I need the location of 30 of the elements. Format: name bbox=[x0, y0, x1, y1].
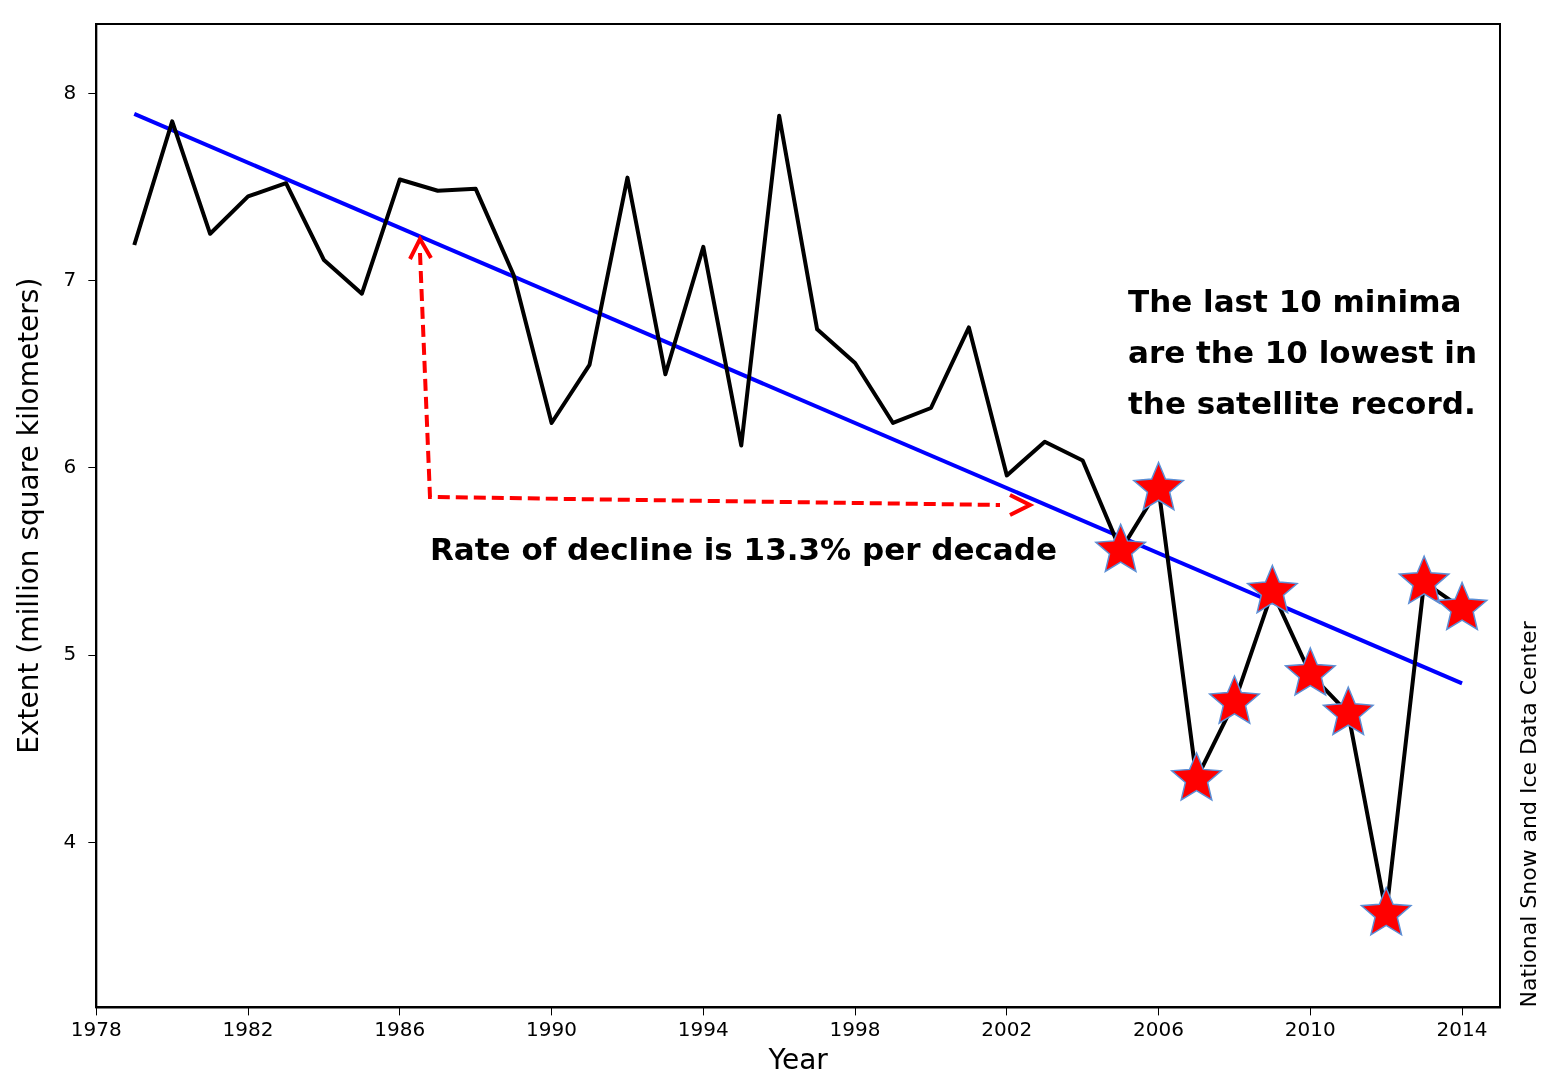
point bbox=[1360, 886, 1412, 936]
x-tick-label: 2010 bbox=[1284, 1016, 1336, 1041]
x-tick-label: 1978 bbox=[70, 1016, 122, 1041]
y-tick-label: 7 bbox=[63, 266, 77, 291]
x-axis-title: Year bbox=[767, 1043, 829, 1077]
y-tick-label: 4 bbox=[63, 828, 77, 853]
x-tick-label: 2014 bbox=[1436, 1016, 1488, 1041]
x-tick-label: 1994 bbox=[677, 1016, 729, 1041]
y-tick-label: 6 bbox=[63, 454, 77, 479]
point bbox=[1436, 581, 1488, 631]
point bbox=[1171, 752, 1222, 801]
point bbox=[1322, 686, 1374, 736]
point bbox=[1398, 555, 1450, 604]
x-tick-label: 1998 bbox=[829, 1016, 881, 1041]
y-axis-title: Extent (million square kilometers) bbox=[12, 277, 46, 754]
x-tick-label: 2002 bbox=[981, 1016, 1033, 1041]
point bbox=[1284, 647, 1336, 696]
x-tick-label: 1990 bbox=[526, 1016, 578, 1041]
x-tick-label: 1982 bbox=[222, 1016, 274, 1041]
x-tick-label: 2006 bbox=[1133, 1016, 1185, 1041]
annotation: The last 10 minima are the 10 lowest in the satellite record. bbox=[1128, 283, 1478, 421]
x-tick-label: 1986 bbox=[374, 1016, 426, 1041]
y-tick-label: 5 bbox=[63, 641, 77, 666]
point bbox=[1208, 675, 1260, 724]
text: National Snow and Ice Data Center bbox=[1515, 620, 1541, 1008]
annotation: Rate of decline is 13.3% per decade bbox=[430, 531, 1057, 567]
point bbox=[1133, 461, 1185, 511]
point bbox=[1246, 564, 1298, 614]
point bbox=[1095, 523, 1147, 573]
y-tick-label: 8 bbox=[63, 79, 77, 104]
